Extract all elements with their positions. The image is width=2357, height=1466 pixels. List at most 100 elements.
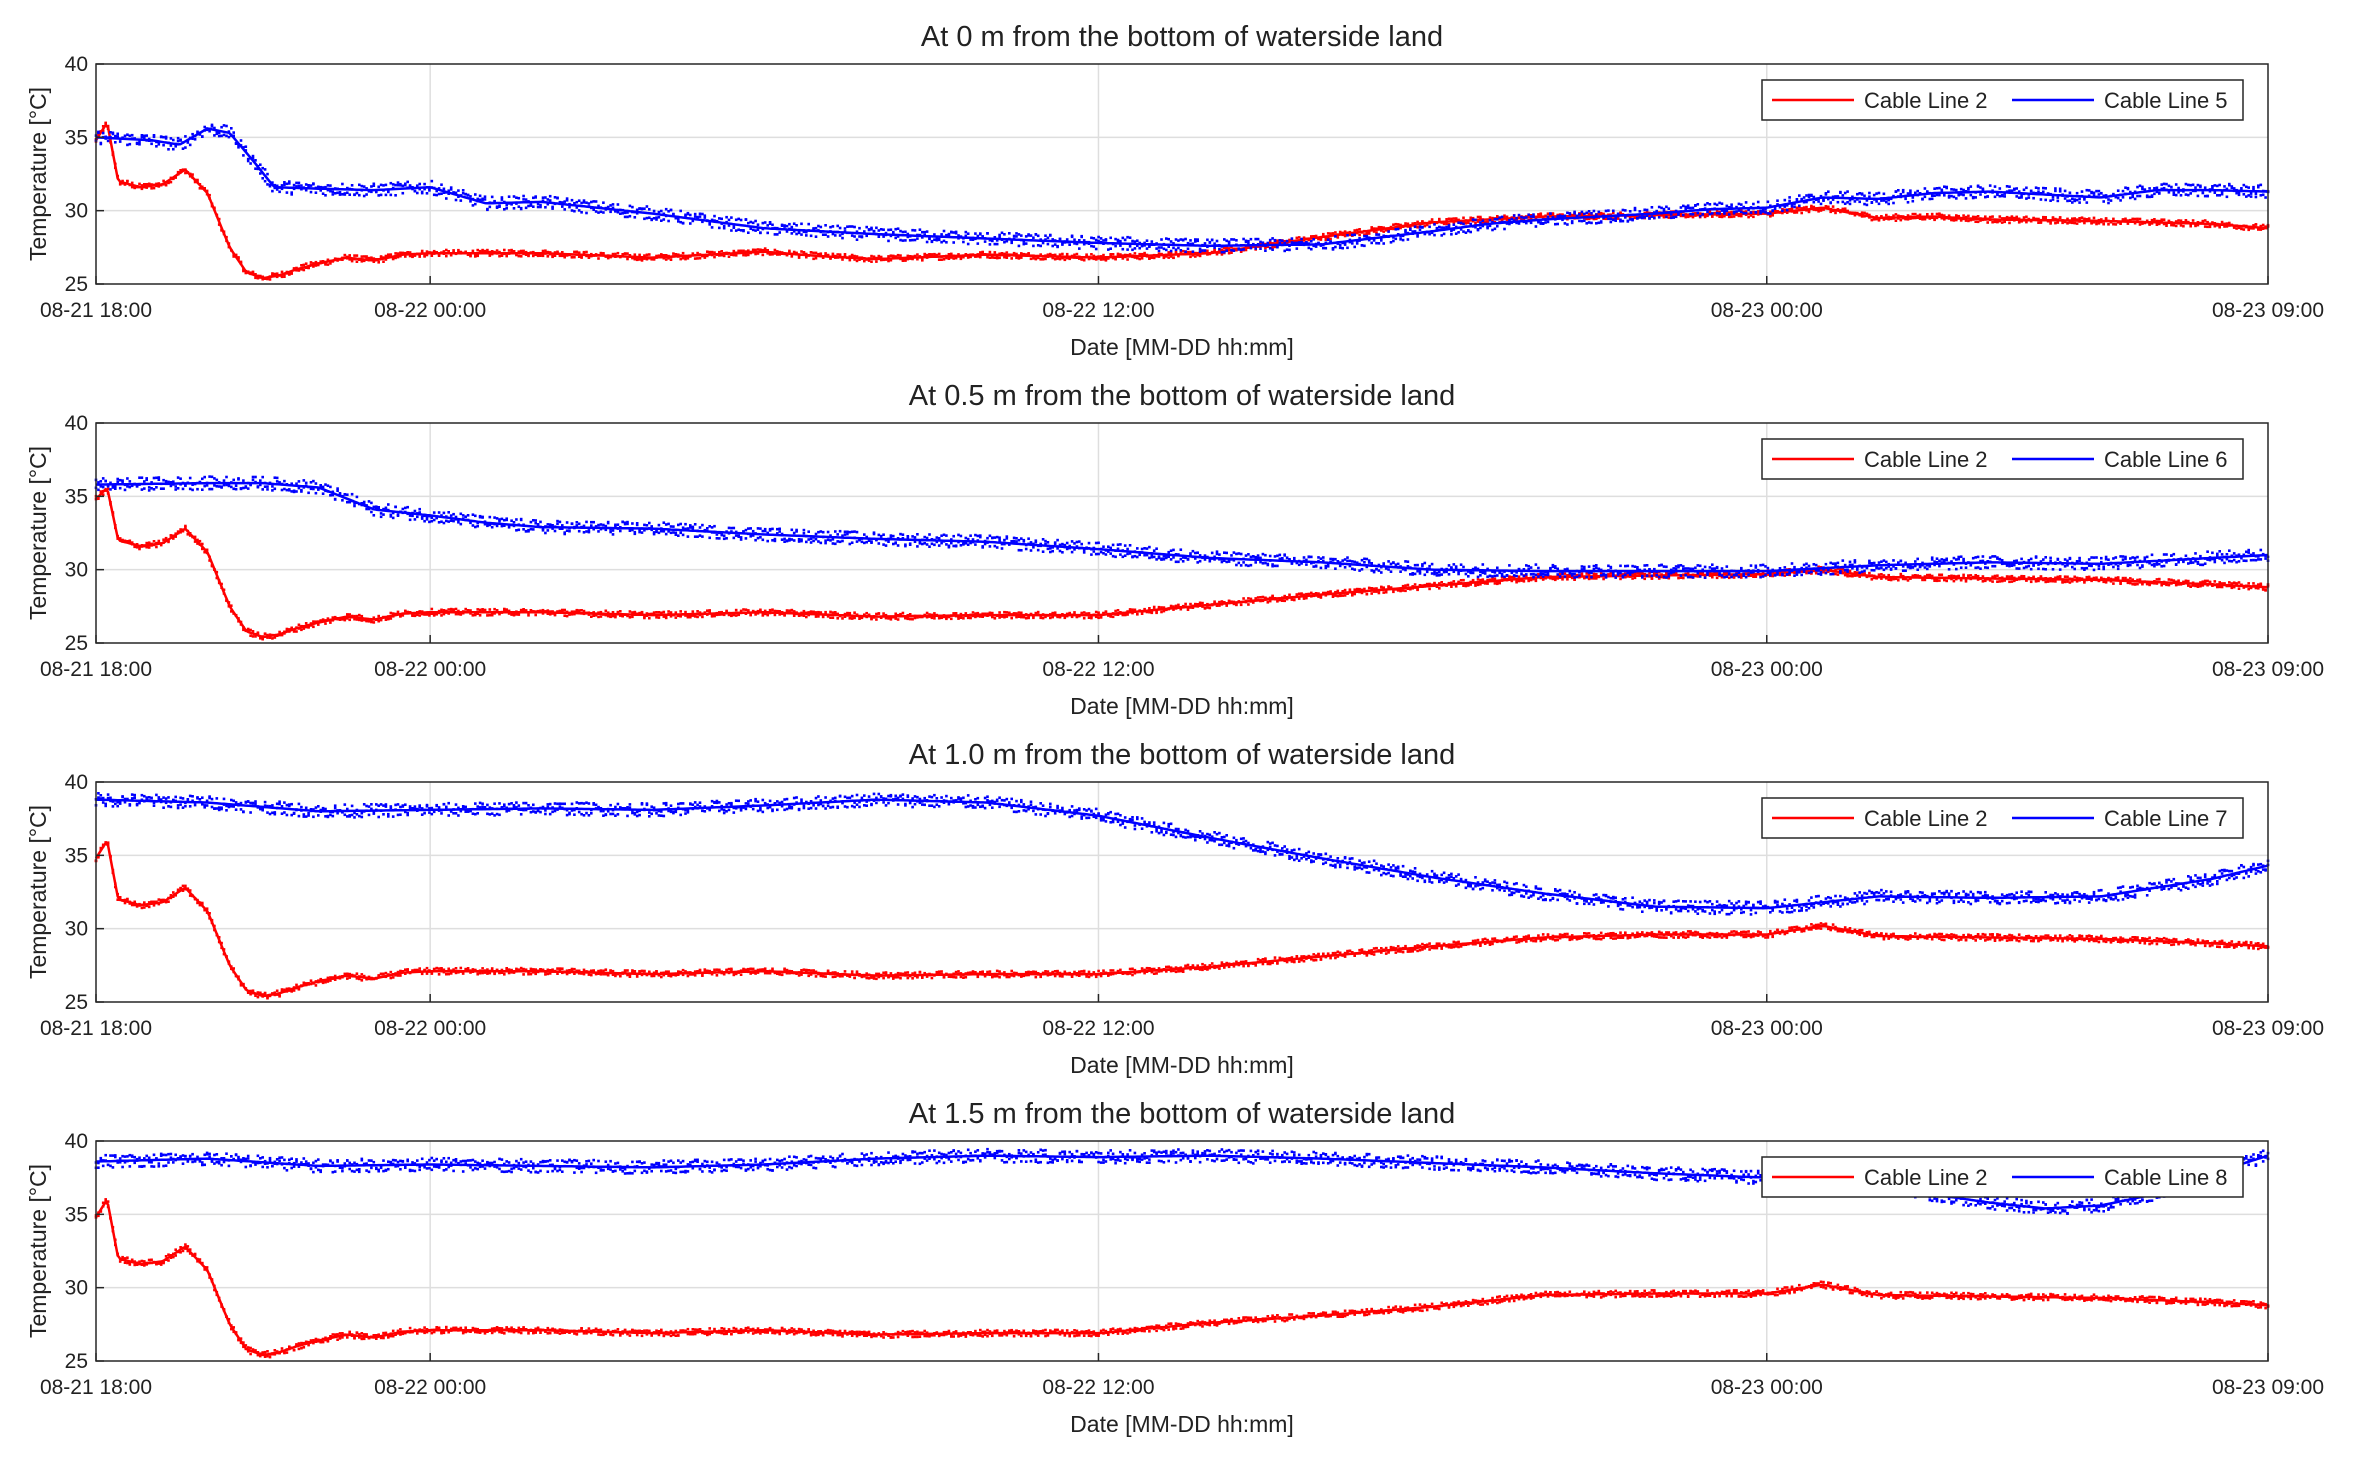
data-point [1367, 238, 1371, 242]
data-point [942, 229, 946, 233]
data-point [684, 257, 687, 261]
data-point [1353, 229, 1356, 232]
data-point [1010, 613, 1013, 616]
data-point [251, 272, 255, 275]
data-point [846, 231, 849, 235]
data-point [1607, 217, 1610, 220]
data-point [2131, 220, 2134, 223]
data-point [2003, 220, 2006, 224]
data-point [1375, 231, 1378, 234]
data-point [1805, 209, 1808, 212]
data-point [1061, 252, 1064, 256]
data-point [853, 258, 856, 261]
data-point [2003, 195, 2006, 198]
data-point [1186, 241, 1190, 245]
data-point [1752, 207, 1755, 210]
data-point [1111, 242, 1115, 245]
data-point [821, 230, 825, 233]
data-point [150, 139, 153, 142]
data-point [346, 191, 349, 194]
data-point [1969, 218, 1973, 222]
data-point [1660, 214, 1663, 217]
data-point [208, 129, 211, 133]
data-point [147, 182, 151, 186]
data-point [111, 511, 115, 514]
data-point [1310, 591, 1313, 595]
data-point [2078, 217, 2081, 220]
data-point [1281, 243, 1284, 247]
data-point [1730, 215, 1733, 219]
data-point [505, 207, 508, 210]
data-point [1462, 221, 1465, 224]
data-point [1512, 214, 1516, 217]
data-point [1017, 611, 1021, 614]
data-point [691, 614, 695, 617]
data-point [1022, 614, 1026, 617]
data-point [1587, 577, 1591, 581]
data-point [2179, 219, 2183, 222]
data-point [1935, 193, 1939, 197]
data-point [461, 251, 465, 255]
data-point [2066, 195, 2069, 198]
data-point [2242, 228, 2246, 231]
data-point [1452, 223, 1456, 226]
data-point [474, 613, 477, 617]
data-point [1244, 248, 1248, 252]
data-point [1957, 217, 1960, 220]
data-point [1210, 603, 1214, 607]
data-point [304, 266, 308, 269]
data-point [916, 253, 919, 256]
data-point [623, 215, 627, 219]
data-point [925, 253, 929, 257]
data-point [570, 256, 574, 259]
data-point [548, 252, 552, 256]
data-point [1880, 199, 1883, 202]
data-point [1713, 207, 1716, 210]
data-point [971, 254, 975, 257]
data-point [365, 619, 368, 622]
data-point [1479, 578, 1482, 582]
data-point [597, 257, 600, 260]
data-point [954, 256, 958, 260]
data-point [1657, 205, 1661, 209]
data-point [1358, 587, 1361, 591]
data-point [138, 140, 141, 144]
data-point [152, 186, 156, 190]
data-point [1800, 211, 1803, 215]
data-point [662, 615, 666, 618]
data-point [1940, 190, 1944, 193]
data-point [2114, 195, 2118, 199]
data-point [841, 614, 844, 617]
data-point [461, 611, 465, 615]
data-point [278, 274, 281, 277]
data-point [1010, 241, 1013, 245]
data-point [375, 618, 378, 621]
data-point [432, 252, 436, 255]
data-point [271, 633, 274, 637]
data-point [1491, 216, 1494, 220]
data-point [1868, 195, 1871, 198]
data-point [1906, 201, 1910, 204]
data-point [254, 276, 257, 280]
data-point [853, 611, 856, 614]
data-point [1935, 216, 1939, 220]
data-point [1614, 219, 1617, 222]
data-point [377, 614, 380, 618]
data-point [1181, 238, 1185, 242]
data-point [1131, 608, 1134, 611]
data-point [1184, 605, 1187, 608]
data-point [652, 209, 656, 213]
data-point [1029, 234, 1033, 237]
data-point [1696, 211, 1700, 215]
data-point [785, 224, 789, 228]
data-point [118, 140, 122, 143]
data-point [404, 609, 407, 613]
data-point [2020, 220, 2023, 223]
data-point [244, 145, 248, 148]
data-point [519, 255, 523, 258]
data-point [1911, 196, 1915, 199]
data-point [391, 183, 395, 186]
data-point [1467, 229, 1470, 233]
data-point [776, 233, 779, 236]
data-point [1918, 192, 1922, 195]
